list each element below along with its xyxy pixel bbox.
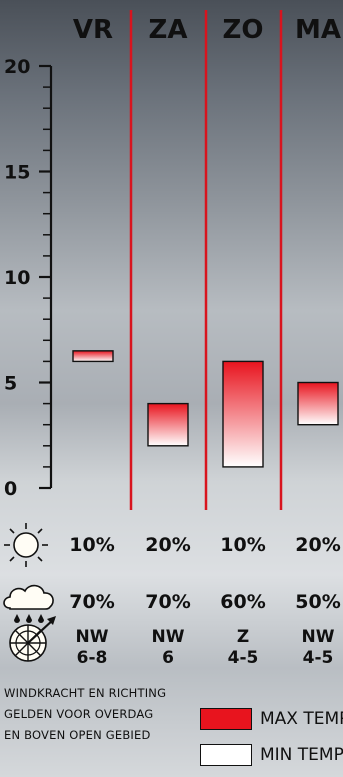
temp-bar-vr bbox=[72, 350, 114, 363]
wind-footnote-line-2: GELDEN VOOR OVERDAG bbox=[4, 707, 154, 721]
sun-chance-zo: 10% bbox=[220, 534, 266, 556]
wind-force-vr: 6-8 bbox=[76, 648, 108, 668]
sun-chance-vr: 10% bbox=[69, 534, 115, 556]
wind-footnote-line-3: EN BOVEN OPEN GEBIED bbox=[4, 728, 151, 742]
sun-chance-za: 20% bbox=[145, 534, 191, 556]
rain-chance-vr: 70% bbox=[69, 591, 115, 613]
wind-za: NW 6 bbox=[133, 627, 203, 669]
wind-vr: NW 6-8 bbox=[57, 627, 127, 669]
legend-min-swatch bbox=[200, 744, 252, 766]
rain-chance-ma: 50% bbox=[295, 591, 341, 613]
sun-icon bbox=[2, 521, 50, 569]
day-label-vr: VR bbox=[73, 15, 113, 45]
y-tick-label: 5 bbox=[4, 373, 17, 395]
rain-cloud-icon bbox=[0, 578, 58, 626]
y-tick-label: 0 bbox=[4, 478, 17, 500]
legend-max-label: MAX TEMP. bbox=[260, 709, 343, 729]
wind-direction-ma: NW bbox=[301, 627, 335, 647]
day-label-za: ZA bbox=[149, 15, 188, 45]
temperature-chart: 0 5 10 15 20 VR ZA ZO MA bbox=[4, 10, 341, 510]
wind-force-ma: 4-5 bbox=[302, 648, 334, 668]
wind-force-zo: 4-5 bbox=[227, 648, 259, 668]
wind-rose-icon bbox=[4, 613, 58, 667]
wind-zo: Z 4-5 bbox=[208, 627, 278, 669]
legend-min-temp: MIN TEMP. bbox=[200, 744, 343, 766]
y-tick-label: 10 bbox=[4, 267, 30, 289]
wind-direction-vr: NW bbox=[75, 627, 109, 647]
wind-force-za: 6 bbox=[162, 648, 174, 668]
y-tick-label: 20 bbox=[4, 56, 30, 78]
day-label-ma: MA bbox=[295, 15, 341, 45]
temp-bar-ma bbox=[297, 381, 339, 426]
rain-chance-zo: 60% bbox=[220, 591, 266, 613]
wind-footnote-line-1: WINDKRACHT EN RICHTING bbox=[4, 686, 167, 700]
y-tick-label: 15 bbox=[4, 162, 30, 184]
temp-bar-za bbox=[147, 402, 189, 447]
temp-bar-zo bbox=[222, 360, 264, 468]
legend-min-label: MIN TEMP. bbox=[260, 745, 343, 765]
wind-direction-za: NW bbox=[151, 627, 185, 647]
wind-direction-zo: Z bbox=[236, 627, 250, 647]
sun-chance-ma: 20% bbox=[295, 534, 341, 556]
day-label-zo: ZO bbox=[223, 15, 264, 45]
legend-max-temp: MAX TEMP. bbox=[200, 708, 343, 730]
rain-chance-za: 70% bbox=[145, 591, 191, 613]
wind-footnote: WINDKRACHT EN RICHTING GELDEN VOOR OVERD… bbox=[4, 683, 199, 746]
wind-ma: NW 4-5 bbox=[283, 627, 343, 669]
legend-max-swatch bbox=[200, 708, 252, 730]
